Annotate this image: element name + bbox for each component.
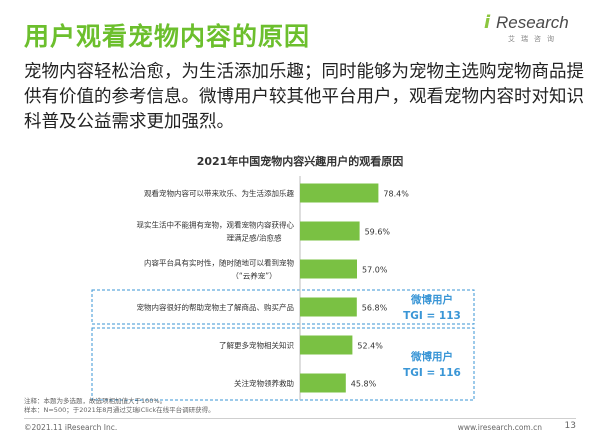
note-line-1: 注释：本题为多选题，故选项相加值大于100%。 — [24, 397, 167, 405]
value-label: 56.8% — [362, 304, 388, 313]
bar — [300, 221, 360, 241]
intro-text: 宠物内容轻松治愈，为生活添加乐趣；同时能够为宠物主选购宠物商品提供有价值的参考信… — [24, 62, 584, 132]
website-link[interactable]: www.iresearch.com.cn — [457, 423, 542, 432]
value-label: 52.4% — [357, 342, 383, 351]
category-label: 了解更多宠物相关知识 — [219, 340, 294, 350]
page-number: 13 — [564, 421, 576, 431]
category-label: 理满足感/治愈感 — [226, 233, 282, 243]
bar — [300, 183, 379, 203]
logo-name: Research — [496, 13, 569, 32]
category-label: 宠物内容很好的帮助宠物主了解商品、购买产品 — [137, 302, 295, 312]
note-line-2: 样本：N=500；于2021年8月通过艾瑞iClick在线平台调研获得。 — [24, 406, 215, 414]
highlight-box — [91, 289, 475, 325]
value-label: 45.8% — [351, 380, 377, 389]
category-label: 内容平台具有实时性，随时随地可以看到宠物 — [144, 258, 294, 268]
iresearch-logo: i Research 艾瑞咨询 — [484, 10, 576, 48]
highlight-box — [91, 327, 475, 401]
logo-i-mark: i — [484, 12, 491, 33]
chart-title: 2021年中国宠物内容兴趣用户的观看原因 — [196, 155, 404, 168]
tgi-label: TGI = 116 — [403, 367, 461, 379]
highlight-label: 微博用户 — [410, 350, 453, 363]
category-label: 现实生活中不能拥有宠物，观看宠物内容获得心 — [137, 220, 295, 230]
bar — [300, 335, 353, 355]
bar — [300, 297, 357, 317]
copyright-text: ©2021.11 iResearch Inc. — [24, 423, 118, 432]
chart-notes: 注释：本题为多选题，故选项相加值大于100%。 样本：N=500；于2021年8… — [24, 397, 215, 415]
bar — [300, 373, 346, 393]
tgi-label: TGI = 113 — [403, 310, 461, 322]
category-label: 关注宠物领养救助 — [234, 378, 294, 388]
category-label: 观看宠物内容可以带来欢乐、为生活添加乐趣 — [144, 188, 294, 198]
logo-subtitle: 艾瑞咨询 — [508, 35, 560, 43]
page-title: 用户观看宠物内容的原因 — [24, 22, 311, 51]
value-label: 57.0% — [362, 266, 388, 275]
value-label: 78.4% — [383, 190, 409, 199]
highlight-label: 微博用户 — [410, 293, 453, 306]
category-label: （“云养宠”） — [231, 271, 276, 281]
bar — [300, 259, 357, 279]
footer-divider — [24, 418, 576, 419]
value-label: 59.6% — [365, 228, 391, 237]
